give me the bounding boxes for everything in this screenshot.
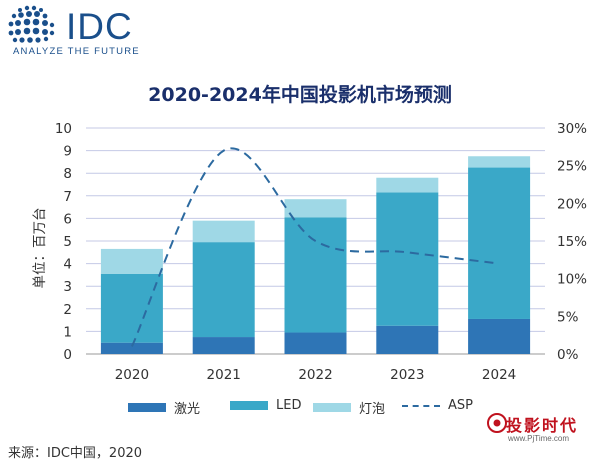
y2-tick-label: 0%: [557, 347, 579, 363]
y-tick-label: 0: [63, 347, 72, 363]
y-tick-label: 7: [63, 189, 72, 205]
watermark-logo-icon: [487, 413, 507, 433]
bar-segment-lamp: [376, 177, 439, 193]
watermark: 投影时代 www.PjTime.com: [486, 412, 596, 452]
y2-tick-label: 20%: [557, 196, 587, 212]
bar-segment-lamp: [284, 199, 347, 218]
y-axis-label: 单位：百万台: [32, 208, 48, 289]
bar-segment-led: [468, 167, 531, 319]
bar-segment-led: [192, 242, 255, 338]
y-tick-label: 6: [63, 211, 72, 227]
legend-swatch-lamp: [313, 403, 351, 412]
x-tick-label: 2020: [115, 367, 149, 383]
legend: 激光 LED 灯泡 ASP: [0, 398, 600, 418]
watermark-text: 投影时代: [506, 416, 579, 435]
y-axis-ticks: 0 1 2 3 4 5 6 7 8 9 10: [55, 121, 72, 363]
bar-segment-laser: [376, 325, 439, 354]
asp-line-path: [130, 147, 500, 347]
legend-label-lamp: 灯泡: [359, 402, 386, 417]
bar-segment-lamp: [100, 248, 163, 274]
y-tick-label: 5: [63, 234, 72, 250]
chart-title: 2020-2024年中国投影机市场预测: [148, 83, 452, 106]
bar-segment-led: [100, 273, 163, 343]
legend-label-led: LED: [276, 398, 302, 413]
x-tick-label: 2024: [482, 367, 516, 383]
legend-item-led: LED: [230, 398, 301, 413]
bar-segment-laser: [468, 318, 531, 354]
y2-tick-label: 25%: [557, 159, 587, 175]
y2-tick-label: 5%: [557, 309, 579, 325]
legend-swatch-asp: [402, 404, 440, 407]
watermark-url: www.PjTime.com: [508, 434, 570, 443]
y-tick-label: 10: [55, 121, 72, 137]
legend-swatch-laser: [128, 403, 166, 412]
y2-tick-label: 10%: [557, 272, 587, 288]
y-tick-label: 8: [63, 166, 72, 182]
legend-item-asp: ASP: [402, 398, 473, 413]
legend-swatch-led: [230, 401, 268, 410]
y2-axis-ticks: 0% 5% 10% 15% 20% 25% 30%: [557, 121, 587, 363]
legend-label-laser: 激光: [174, 402, 201, 417]
bar-segment-led: [284, 217, 347, 333]
y-tick-label: 1: [63, 324, 72, 340]
bar-segment-led: [376, 192, 439, 326]
x-tick-label: 2023: [390, 367, 424, 383]
legend-label-asp: ASP: [448, 398, 473, 413]
y2-tick-label: 15%: [557, 234, 587, 250]
bars: [100, 156, 531, 354]
x-tick-label: 2021: [207, 367, 241, 383]
brand-name: IDC: [66, 6, 133, 47]
y-tick-label: 3: [63, 279, 72, 295]
bar-segment-lamp: [468, 156, 531, 168]
legend-item-lamp: 灯泡: [313, 398, 385, 417]
source-note: 来源：IDC中国，2020: [8, 446, 143, 461]
bar-segment-laser: [192, 337, 255, 354]
x-axis-ticks: 2020 2021 2022 2023 2024: [115, 367, 517, 383]
globe-icon: [8, 5, 55, 43]
bar-segment-laser: [100, 342, 163, 354]
bar-segment-lamp: [192, 220, 255, 243]
brand-tagline: ANALYZE THE FUTURE: [13, 46, 140, 57]
asp-line: [130, 147, 500, 347]
bar-segment-laser: [284, 332, 347, 354]
y-tick-label: 9: [63, 144, 72, 160]
x-tick-label: 2022: [298, 367, 332, 383]
idc-logo: IDC ANALYZE THE FUTURE: [6, 4, 156, 57]
y-tick-label: 2: [63, 302, 72, 318]
legend-item-laser: 激光: [128, 398, 200, 417]
y2-tick-label: 30%: [557, 121, 587, 137]
y-tick-label: 4: [63, 257, 72, 273]
